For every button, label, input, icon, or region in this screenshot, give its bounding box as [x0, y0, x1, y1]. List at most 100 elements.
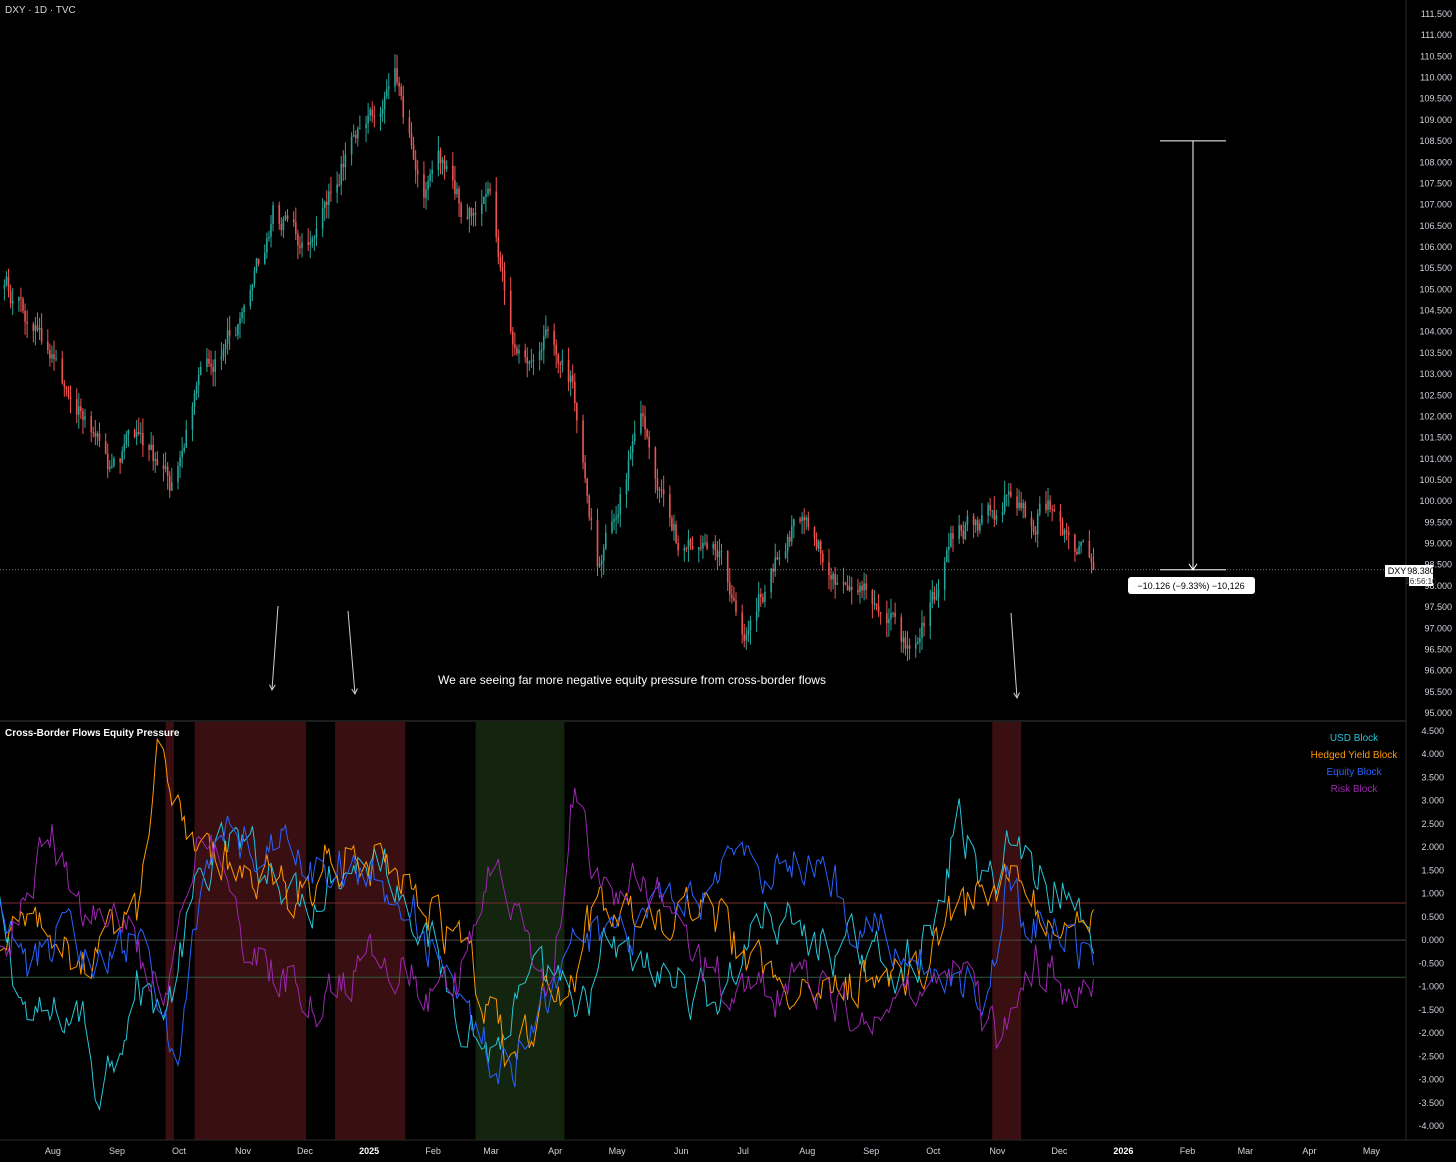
- candle-body: [1038, 503, 1041, 514]
- indicator-tick-label: -0.500: [1418, 958, 1444, 968]
- candle-body: [367, 115, 369, 124]
- shaded-region-negative: [992, 722, 1022, 1140]
- candle-body: [571, 375, 574, 382]
- candle-body: [972, 515, 975, 526]
- time-tick-label: Sep: [863, 1146, 879, 1156]
- candle-body: [718, 551, 721, 558]
- time-tick-label: Aug: [45, 1146, 61, 1156]
- candle-body: [772, 568, 774, 572]
- candle-body: [342, 163, 345, 168]
- candle-body: [989, 504, 991, 511]
- symbol-title[interactable]: DXY · 1D · TVC: [5, 5, 76, 16]
- candle-body: [1080, 541, 1082, 547]
- time-tick-label: Mar: [1238, 1146, 1254, 1156]
- candle-body: [168, 475, 171, 491]
- candle-body: [84, 416, 86, 420]
- candle-body: [943, 561, 946, 590]
- indicator-title[interactable]: Cross-Border Flows Equity Pressure: [5, 728, 180, 739]
- candle-body: [987, 504, 989, 516]
- candle-body: [948, 546, 950, 551]
- candle-body: [330, 191, 332, 193]
- candle-body: [906, 645, 909, 649]
- candle-body: [270, 224, 272, 237]
- price-tick-label: 105.500: [1419, 263, 1452, 273]
- candle-body: [18, 297, 20, 301]
- time-axis[interactable]: Aug Sep Oct Nov Dec 2025 Feb Mar Apr May Jun Jul Aug…: [45, 1146, 1380, 1156]
- price-tick-label: 103.000: [1419, 369, 1452, 379]
- candle-body: [239, 318, 241, 325]
- indicator-shaded-regions: [165, 722, 1022, 1140]
- candle-body: [685, 548, 688, 550]
- candle-body: [706, 542, 708, 549]
- candle-body: [383, 96, 386, 110]
- indicator-value-axis[interactable]: 4.500 4.000 3.500 3.000 2.500 2.000 1.500 1.000…: [1418, 726, 1444, 1131]
- candle-body: [427, 181, 429, 190]
- candle-body: [286, 215, 289, 220]
- candle-body: [894, 612, 896, 617]
- candle-body: [962, 530, 965, 539]
- candle-body: [861, 585, 863, 591]
- candle-body: [63, 383, 66, 388]
- candle-body: [937, 589, 940, 598]
- candle-body: [697, 547, 700, 550]
- candle-body: [532, 359, 535, 361]
- candle-body: [1053, 509, 1056, 512]
- candle-body: [555, 344, 557, 355]
- annotation-arrowhead: [1013, 692, 1020, 700]
- series-line-hedged-yield-block: [0, 737, 1094, 1068]
- candle-body: [263, 252, 266, 264]
- candle-body: [1090, 557, 1093, 563]
- candle-body: [648, 436, 650, 448]
- candle-body: [660, 489, 663, 491]
- time-tick-label: Jun: [674, 1146, 689, 1156]
- candle-body: [412, 145, 415, 160]
- candle-body: [456, 188, 458, 195]
- candle-body: [700, 547, 702, 549]
- candle-body: [501, 267, 504, 271]
- time-tick-label: May: [1363, 1146, 1381, 1156]
- candle-body: [32, 323, 35, 332]
- candle-body: [1088, 540, 1091, 558]
- price-countdown-text: 16:56:10: [1405, 577, 1437, 586]
- candle-body: [251, 283, 254, 291]
- candle-body: [511, 331, 514, 345]
- candle-body: [185, 429, 188, 448]
- candle-body: [836, 582, 839, 585]
- candle-body: [1005, 494, 1008, 496]
- candle-body: [904, 637, 907, 649]
- candle-body: [933, 591, 936, 600]
- candle-body: [67, 389, 70, 397]
- candle-body: [619, 494, 622, 515]
- price-tick-label: 99.500: [1424, 517, 1452, 527]
- candle-body: [499, 257, 502, 268]
- price-tick-label: 108.500: [1419, 136, 1452, 146]
- candle-body: [257, 258, 260, 264]
- candle-body: [92, 431, 95, 433]
- candle-body: [741, 612, 743, 635]
- candle-body: [786, 536, 789, 552]
- candle-body: [224, 343, 227, 350]
- candle-body: [557, 354, 560, 364]
- candle-body: [307, 242, 309, 245]
- candle-body: [935, 597, 938, 600]
- candle-body: [848, 586, 851, 591]
- candle-body: [385, 88, 388, 97]
- candle-body: [338, 184, 340, 186]
- candle-body: [1051, 509, 1053, 511]
- candle-body: [1061, 522, 1064, 535]
- candle-body: [662, 490, 665, 495]
- time-tick-label: 2026: [1113, 1146, 1133, 1156]
- shaded-region-negative: [165, 722, 174, 1140]
- indicator-tick-label: -2.000: [1418, 1028, 1444, 1038]
- annotation-arrowhead: [351, 688, 358, 696]
- candle-body: [615, 517, 617, 520]
- main-price-axis[interactable]: 111.500 111.000 110.500 110.000 109.500 109.0…: [1419, 9, 1452, 718]
- candle-body: [55, 358, 57, 360]
- candle-body: [325, 202, 328, 205]
- candle-body: [164, 466, 167, 469]
- candle-body: [414, 159, 417, 171]
- indicator-tick-label: -3.000: [1418, 1075, 1444, 1085]
- candle-body: [195, 385, 198, 394]
- price-tick-label: 107.000: [1419, 200, 1452, 210]
